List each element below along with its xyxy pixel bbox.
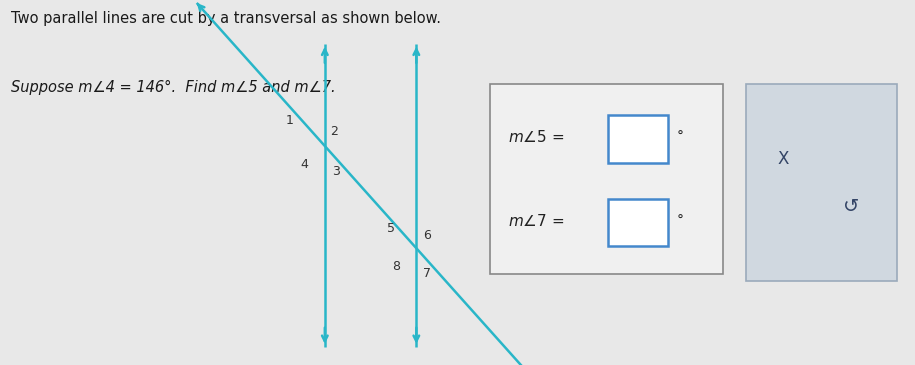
Text: Suppose m∠4 = 146°.  Find m∠5 and m∠7.: Suppose m∠4 = 146°. Find m∠5 and m∠7. — [11, 80, 336, 95]
Text: °: ° — [677, 130, 684, 144]
Text: 2: 2 — [330, 125, 338, 138]
Bar — [608, 199, 668, 246]
Text: 7: 7 — [424, 267, 431, 280]
Bar — [608, 115, 668, 163]
Text: 4: 4 — [301, 158, 308, 171]
Bar — [746, 84, 897, 281]
Text: 5: 5 — [387, 222, 394, 235]
Text: $m\angle 7$ =: $m\angle 7$ = — [508, 212, 564, 228]
Text: 1: 1 — [286, 114, 294, 127]
Text: Two parallel lines are cut by a transversal as shown below.: Two parallel lines are cut by a transver… — [11, 11, 441, 26]
Text: X: X — [778, 150, 789, 168]
Text: 6: 6 — [424, 229, 431, 242]
Text: 8: 8 — [393, 260, 400, 273]
Text: $m\angle 5$ =: $m\angle 5$ = — [508, 129, 564, 145]
Text: ↺: ↺ — [844, 197, 859, 216]
Text: °: ° — [677, 214, 684, 228]
Text: 3: 3 — [332, 165, 339, 178]
Bar — [490, 84, 723, 274]
